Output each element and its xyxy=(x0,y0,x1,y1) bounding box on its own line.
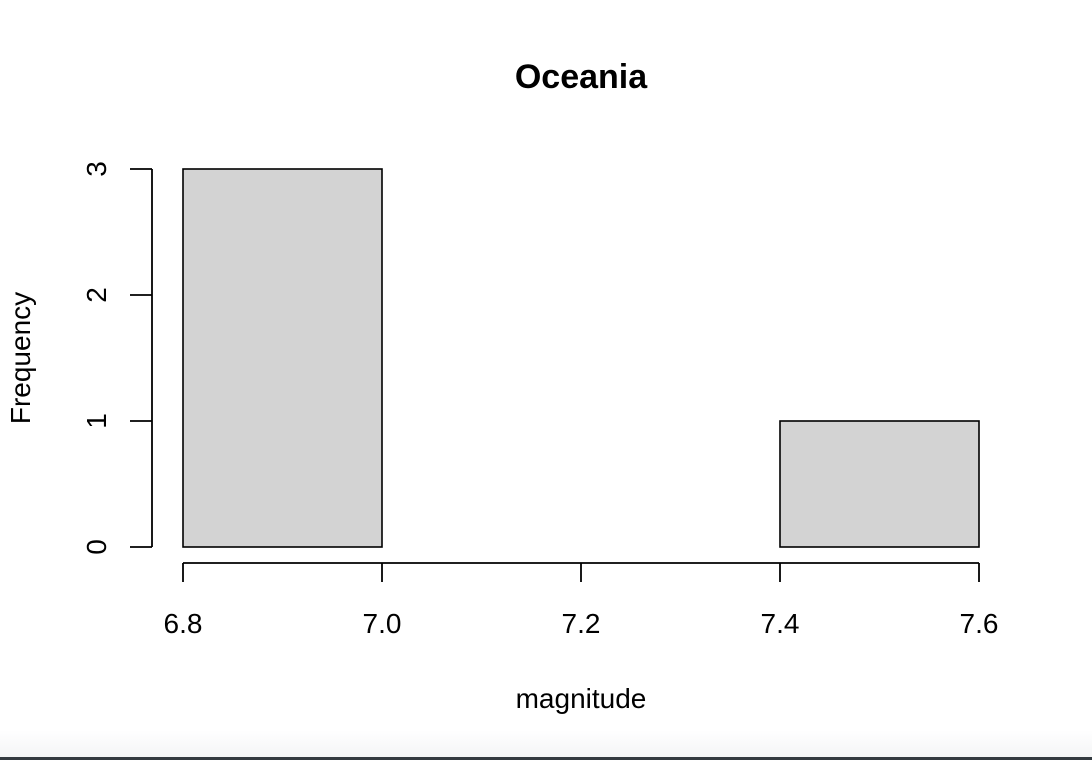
y-axis: 0 1 2 3 xyxy=(81,161,153,555)
x-axis: 6.8 7.0 7.2 7.4 7.6 xyxy=(164,562,999,639)
y-tick-label: 2 xyxy=(81,287,112,303)
x-tick-label: 6.8 xyxy=(164,608,203,639)
y-tick-label: 3 xyxy=(81,161,112,177)
y-axis-label: Frequency xyxy=(5,292,36,424)
y-tick-label: 1 xyxy=(81,413,112,429)
x-tick-label: 7.6 xyxy=(960,608,999,639)
bars-group xyxy=(182,168,980,548)
x-axis-label: magnitude xyxy=(516,683,647,714)
x-tick-label: 7.4 xyxy=(761,608,800,639)
y-tick-label: 0 xyxy=(81,539,112,555)
chart-title: Oceania xyxy=(515,58,648,96)
x-tick-label: 7.0 xyxy=(363,608,402,639)
window-bottom-edge xyxy=(0,730,1092,760)
histogram-bar xyxy=(779,420,980,548)
x-tick-label: 7.2 xyxy=(562,608,601,639)
histogram-bar xyxy=(182,168,383,548)
